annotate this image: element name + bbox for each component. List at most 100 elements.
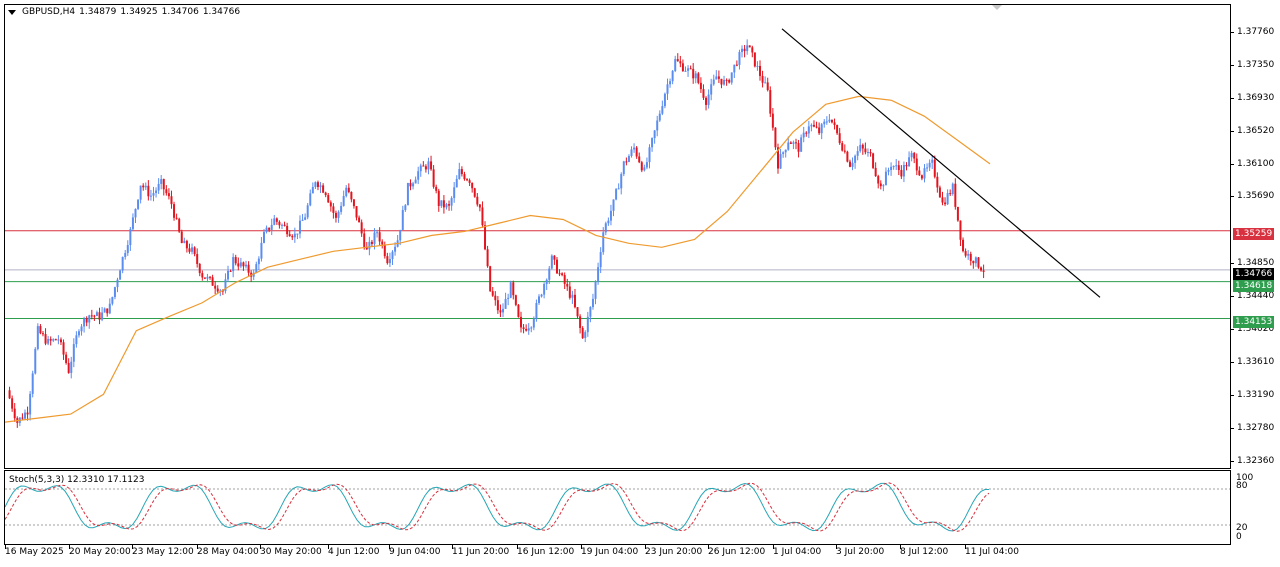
candle-body: [635, 147, 638, 157]
candle-body: [874, 167, 877, 177]
candle-body: [602, 232, 605, 253]
candle-body: [203, 277, 206, 279]
candle-body: [381, 241, 384, 245]
candle-body: [124, 253, 127, 258]
candle-body: [486, 249, 489, 267]
candle-body: [173, 204, 176, 218]
one-click-trading-toggle-icon[interactable]: [992, 5, 1002, 10]
candle-body: [288, 234, 291, 237]
candle-body: [697, 73, 700, 83]
candle-body: [856, 151, 859, 156]
candle-body: [147, 185, 150, 197]
candle-body: [751, 47, 754, 53]
candle-body: [638, 156, 641, 163]
candle-body: [805, 132, 808, 134]
candle-body: [512, 282, 515, 296]
stoch-level-100: 100: [1236, 473, 1254, 483]
candle-body: [255, 264, 258, 273]
candle-body: [900, 170, 903, 177]
candle-body: [887, 170, 890, 172]
candle-body: [350, 191, 353, 200]
candle-body: [209, 276, 212, 278]
candle-body: [661, 106, 664, 114]
candle-body: [309, 193, 312, 206]
time-label: 9 Jun 04:00: [389, 545, 441, 557]
candle-body: [735, 64, 738, 66]
candle-body: [23, 412, 26, 419]
candle-body: [139, 185, 142, 200]
time-label: 3 Jul 20:00: [836, 545, 885, 557]
candle-body: [283, 224, 286, 226]
candle-body: [412, 183, 415, 187]
candle-body: [314, 182, 317, 187]
resistance-price-label: 1.35259: [1233, 228, 1275, 240]
candle-body: [62, 342, 65, 355]
time-axis[interactable]: 16 May 2025 20 May 20:00 23 May 12:00 28 Ma…: [4, 545, 1231, 567]
candle-body: [242, 262, 245, 267]
price-tick-label: 1.32780: [1237, 422, 1275, 433]
candle-body: [525, 328, 528, 331]
candle-body: [170, 196, 173, 205]
support-price-label-2: 1.34153: [1233, 316, 1275, 328]
time-label: 23 May 12:00: [132, 545, 194, 557]
candle-body: [977, 257, 980, 268]
candle-body: [399, 229, 402, 241]
candle-body: [93, 315, 96, 317]
candle-body: [653, 130, 656, 139]
candle-body: [340, 205, 343, 212]
candle-body: [612, 199, 615, 211]
candle-body: [211, 277, 214, 286]
pane-separator[interactable]: [4, 468, 1231, 471]
candle-body: [201, 273, 204, 278]
candle-body: [180, 231, 183, 244]
candle-body: [229, 270, 232, 272]
candle-body: [514, 295, 517, 305]
price-chart[interactable]: [5, 5, 1230, 468]
candle-body: [645, 162, 648, 168]
candle-body: [237, 263, 240, 267]
candle-body: [496, 300, 499, 311]
candle-body: [615, 189, 618, 200]
candle-body: [257, 258, 260, 265]
chevron-down-icon[interactable]: [8, 9, 16, 15]
candle-body: [280, 224, 283, 226]
candle-body: [406, 182, 409, 206]
stochastic-pane[interactable]: [5, 471, 1230, 544]
candle-body: [409, 182, 412, 187]
candle-body: [160, 179, 163, 184]
candle-body: [363, 233, 366, 247]
candle-body: [149, 195, 152, 197]
time-label: 26 Jun 12:00: [708, 545, 766, 557]
candle-body: [98, 312, 101, 320]
candle-body: [918, 170, 921, 176]
candle-body: [820, 124, 823, 134]
candle-body: [206, 276, 209, 279]
candle-body: [329, 202, 332, 207]
candle-body: [88, 315, 91, 323]
candle-body: [404, 205, 407, 211]
candle-body: [694, 73, 697, 79]
candle-body: [432, 169, 435, 187]
candle-body: [725, 79, 728, 81]
candle-body: [766, 82, 769, 91]
candle-body: [712, 79, 715, 85]
candle-body: [738, 52, 741, 65]
candle-body: [969, 253, 972, 261]
candle-body: [419, 165, 422, 172]
candle-body: [720, 78, 723, 85]
candle-body: [383, 244, 386, 257]
candle-body: [247, 264, 250, 273]
candle-body: [892, 166, 895, 168]
candle-body: [861, 144, 864, 149]
high-price: 1.34925: [120, 7, 158, 17]
price-axis[interactable]: 1.37760 1.37350 1.36930 1.36520 1.36100 1.356…: [1230, 4, 1280, 545]
candle-body: [838, 133, 841, 144]
candle-body: [666, 84, 669, 94]
candle-body: [651, 138, 654, 148]
candle-body: [239, 262, 242, 267]
price-tick-label: 1.36100: [1237, 158, 1275, 169]
candle-body: [134, 208, 137, 218]
time-label: 19 Jun 04:00: [581, 545, 639, 557]
candle-body: [951, 183, 954, 194]
candle-body: [47, 338, 50, 344]
